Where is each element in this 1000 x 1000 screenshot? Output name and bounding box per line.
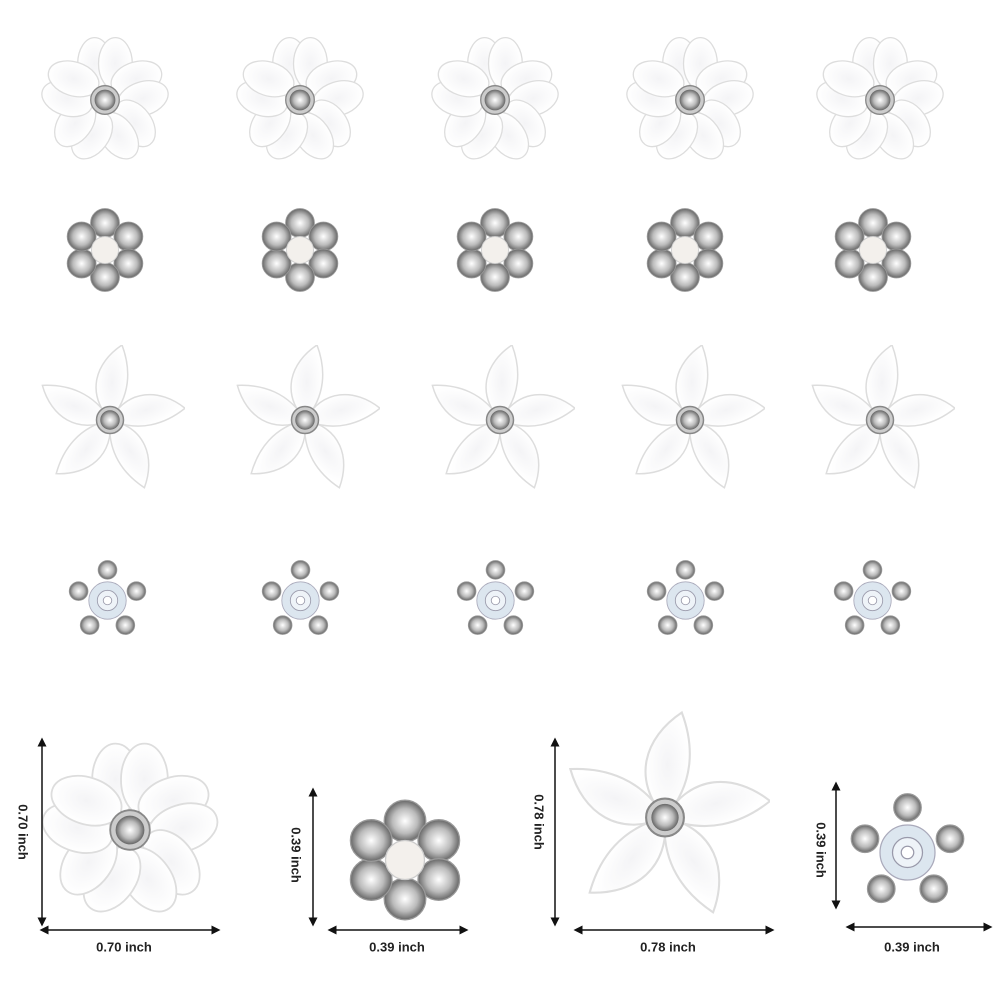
heart-flower — [232, 38, 368, 167]
width-label: 0.78 inch — [640, 939, 696, 954]
rhinestone-flower — [834, 208, 912, 292]
rhinestone-flower — [646, 208, 724, 292]
grid-items — [34, 38, 956, 635]
rhinestone-flower — [66, 208, 144, 292]
width-label: 0.70 inch — [96, 939, 152, 954]
heart-flower — [427, 38, 563, 167]
height-label: 0.78 inch — [532, 794, 547, 850]
rose-rhinestone — [850, 793, 965, 904]
star-flower — [804, 345, 956, 491]
heart-flower — [812, 38, 948, 167]
rose-rhinestone — [833, 560, 912, 635]
height-label: 0.39 inch — [289, 827, 304, 883]
rhinestone-flower — [456, 208, 534, 292]
star-flower — [424, 345, 576, 491]
star-flower — [229, 345, 381, 491]
heart-flower — [36, 744, 224, 923]
star-flower — [559, 713, 772, 918]
rose-rhinestone — [646, 560, 725, 635]
rose-rhinestone — [456, 560, 535, 635]
size-samples: 0.70 inch 0.70 inch 0.39 inch 0.39 inch … — [16, 713, 993, 954]
star-flower — [34, 345, 186, 491]
star-flower — [614, 345, 766, 491]
rose-rhinestone — [68, 560, 147, 635]
width-label: 0.39 inch — [884, 939, 940, 954]
height-label: 0.39 inch — [814, 822, 829, 878]
height-label: 0.70 inch — [16, 804, 31, 860]
rose-rhinestone — [261, 560, 340, 635]
heart-flower — [37, 38, 173, 167]
heart-flower — [622, 38, 758, 167]
width-label: 0.39 inch — [369, 939, 425, 954]
rhinestone-flower — [349, 799, 461, 921]
rhinestone-flower — [261, 208, 339, 292]
